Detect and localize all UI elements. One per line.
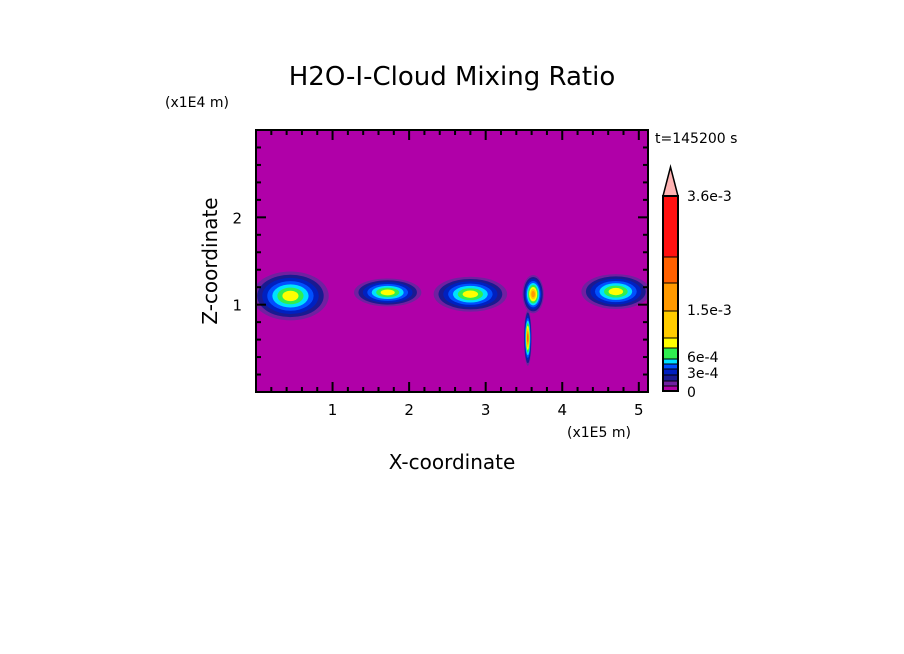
colorbar-label: 1.5e-3 [687,303,732,319]
colorbar-band [662,368,679,376]
cloud-region [581,274,648,310]
colorbar-band [662,363,679,370]
colorbar-overflow-triangle [662,164,679,197]
contour-level-7 [608,287,624,296]
cloud-region [354,278,422,307]
cloud-region [256,271,329,321]
colorbar-band [662,337,679,349]
colorbar-band [662,310,679,339]
y-tick-label: 2 [232,209,242,227]
time-label: t=145200 s [655,131,737,147]
colorbar-band [662,374,679,382]
contour-level-7 [380,289,395,296]
x-tick-label: 3 [481,401,491,419]
plot-background [256,130,648,392]
colorbar-band [662,256,679,284]
x-tick-label: 5 [634,401,644,419]
plot-frame [255,129,649,393]
colorbar-label: 3e-4 [687,366,719,382]
colorbar-band [662,380,679,387]
contour-level-9 [531,290,535,298]
y-scale-label: (x1E4 m) [165,95,229,111]
contour-level-7 [282,290,299,302]
colorbar-label: 6e-4 [687,350,719,366]
x-axis-label: X-coordinate [389,450,516,474]
cloud-region [433,276,508,312]
colorbar-label: 3.6e-3 [687,189,732,205]
colorbar-frame [662,195,679,392]
cloud-region [523,309,532,366]
y-axis-label: Z-coordinate [198,197,222,324]
chart-title: H2O-I-Cloud Mixing Ratio [289,62,616,92]
colorbar-band [662,195,679,258]
x-tick-label: 4 [557,401,567,419]
colorbar-band [662,358,679,365]
colorbar-band [662,347,679,360]
colorbar-band [662,282,679,312]
contour-level-10 [527,333,529,343]
y-tick-label: 1 [232,297,242,315]
x-scale-label: (x1E5 m) [567,425,631,441]
x-tick-label: 2 [404,401,414,419]
cloud-region [522,274,544,314]
colorbar-label: 0 [687,385,696,401]
contour-level-7 [462,290,479,298]
x-tick-label: 1 [328,401,338,419]
